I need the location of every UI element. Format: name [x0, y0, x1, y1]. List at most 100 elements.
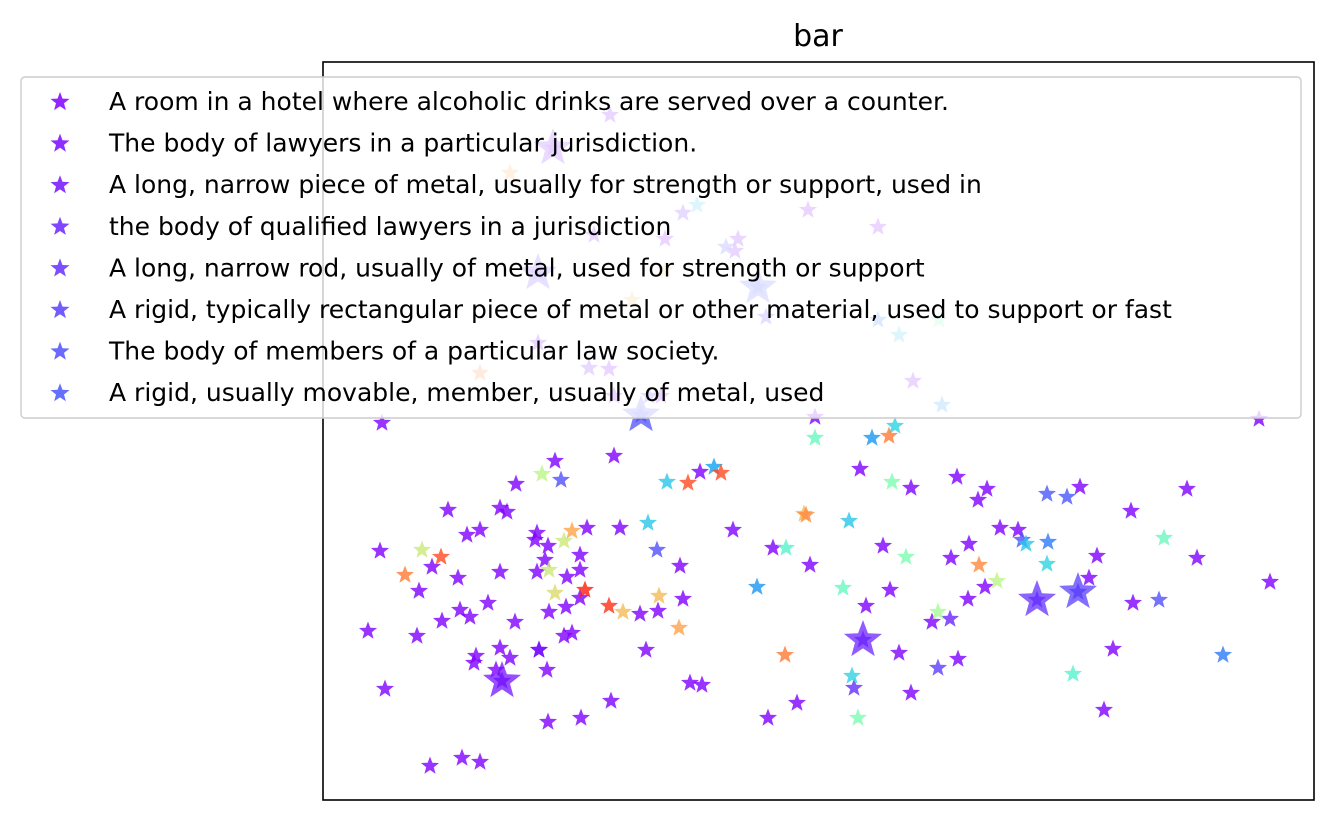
scatter-point [537, 660, 557, 678]
scatter-point [704, 457, 724, 475]
scatter-point [1057, 487, 1077, 505]
legend-box [20, 76, 1302, 419]
legend-label: The body of lawyers in a particular juri… [108, 129, 697, 158]
scatter-point [529, 640, 549, 658]
scatter-point [776, 538, 796, 556]
scatter-point [977, 479, 997, 497]
scatter-point [500, 648, 520, 666]
scatter-point [747, 577, 767, 595]
scatter-point [490, 562, 510, 580]
scatter-point [969, 555, 989, 573]
legend-marker-star-icon [50, 341, 70, 360]
scatter-point [557, 567, 577, 585]
scatter-point [1149, 590, 1169, 608]
scatter-point [450, 600, 470, 618]
scatter-point [885, 416, 905, 434]
scatter-point [554, 626, 574, 644]
scatter-point [968, 490, 988, 508]
scatter-point [958, 589, 978, 607]
scatter-point [538, 536, 558, 554]
scatter-point [545, 583, 565, 601]
scatter-point [1121, 501, 1141, 519]
scatter-point [896, 547, 916, 565]
scatter-point [862, 428, 882, 446]
scatter-point [497, 502, 517, 520]
scatter-point [657, 472, 677, 490]
scatter-point [763, 538, 783, 556]
scatter-point [975, 577, 995, 595]
legend-item: A rigid, usually movable, member, usuall… [50, 378, 824, 407]
scatter-point [466, 646, 486, 664]
scatter-point [630, 604, 650, 622]
legend-item: The body of members of a particular law … [50, 337, 720, 366]
scatter-point [470, 752, 490, 770]
scatter-point [1012, 530, 1032, 548]
scatter-point [599, 596, 619, 614]
scatter-point [901, 478, 921, 496]
legend: A room in a hotel where alcoholic drinks… [20, 76, 1302, 419]
scatter-point [922, 612, 942, 630]
scatter-point [601, 691, 621, 709]
scatter-point [636, 640, 656, 658]
scatter-point [562, 521, 582, 539]
scatter-point [796, 505, 816, 523]
scatter-point [1213, 645, 1233, 663]
scatter-point [947, 467, 967, 485]
scatter-point [1103, 639, 1123, 657]
scatter-point [1008, 520, 1028, 538]
scatter-point [882, 472, 902, 490]
scatter-point [1038, 532, 1058, 550]
scatter-point [1187, 548, 1207, 566]
scatter-point [775, 645, 795, 663]
scatter-point [532, 464, 552, 482]
scatter-point [575, 580, 595, 598]
scatter-point [613, 602, 633, 620]
scatter-point [805, 428, 825, 446]
scatter-point [604, 446, 624, 464]
scatter-point [545, 451, 565, 469]
scatter-point [848, 708, 868, 726]
scatter-point [647, 540, 667, 558]
scatter-point [758, 708, 778, 726]
scatter-point [486, 660, 506, 678]
scatter-point [1087, 546, 1107, 564]
legend-item: The body of lawyers in a particular juri… [50, 129, 697, 158]
scatter-point [407, 626, 427, 644]
scatter-point [879, 426, 899, 444]
scatter-point [409, 581, 429, 599]
scatter-point [464, 653, 484, 671]
scatter-point [470, 520, 490, 538]
scatter-point [535, 550, 555, 568]
scatter-point-large [843, 620, 883, 657]
scatter-point [527, 562, 547, 580]
scatter-point [395, 565, 415, 583]
scatter-point [990, 518, 1010, 536]
scatter-point [422, 557, 442, 575]
scatter-point [856, 596, 876, 614]
scatter-point [570, 545, 590, 563]
legend-label: The body of members of a particular law … [108, 337, 720, 366]
legend-item: A room in a hotel where alcoholic drinks… [50, 87, 949, 116]
scatter-point [570, 560, 590, 578]
legend-label: A rigid, usually movable, member, usuall… [109, 378, 824, 407]
scatter-point-large [1017, 580, 1057, 617]
scatter-point [833, 578, 853, 596]
scatter-point [648, 601, 668, 619]
legend-label: A rigid, typically rectangular piece of … [109, 295, 1172, 324]
scatter-point [438, 500, 458, 518]
scatter-point [889, 643, 909, 661]
scatter-point [375, 679, 395, 697]
scatter-point [412, 540, 432, 558]
scatter-point [669, 618, 689, 636]
scatter-point [787, 693, 807, 711]
scatter-point [638, 513, 658, 531]
scatter-point [478, 593, 498, 611]
scatter-point [551, 470, 571, 488]
scatter-point [670, 556, 690, 574]
legend-label: the body of qualified lawyers in a juris… [109, 212, 671, 241]
legend-marker-star-icon [50, 133, 70, 152]
scatter-point [358, 621, 378, 639]
scatter-point [1177, 479, 1197, 497]
scatter-point [452, 748, 472, 766]
